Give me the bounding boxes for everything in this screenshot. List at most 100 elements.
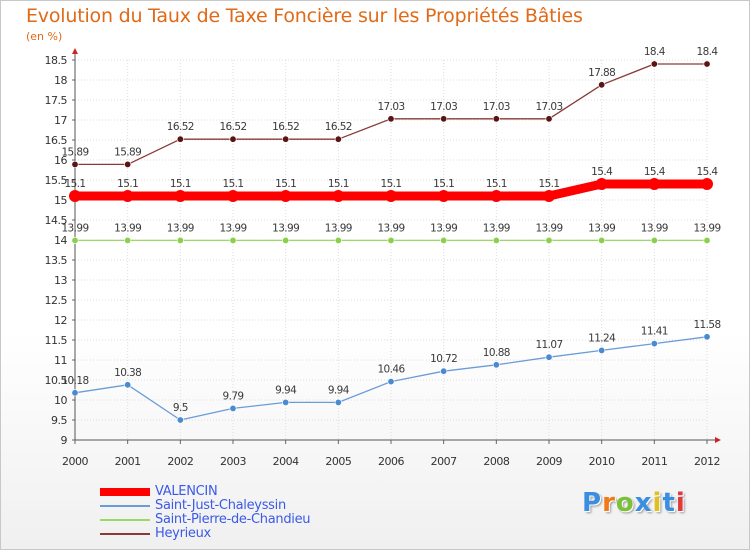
series-lines — [69, 60, 713, 424]
data-label: 15.1 — [486, 178, 507, 190]
data-point — [121, 190, 134, 202]
data-label: 13.99 — [272, 222, 299, 234]
logo-letter: i — [675, 488, 686, 518]
proxiti-logo: Proxiti — [582, 488, 686, 518]
data-label: 18.4 — [697, 46, 719, 58]
data-point — [282, 135, 290, 143]
data-point — [598, 346, 606, 354]
data-point — [124, 381, 132, 389]
data-point — [650, 340, 658, 348]
logo-letter: t — [662, 488, 676, 518]
data-point — [71, 236, 79, 244]
data-point — [545, 115, 553, 123]
data-label: 11.58 — [693, 319, 720, 331]
data-label: 11.41 — [641, 326, 668, 338]
data-point — [69, 190, 81, 202]
x-axis-arrow-icon — [715, 437, 721, 443]
data-point — [124, 160, 132, 168]
data-label: 13.99 — [167, 222, 194, 234]
data-point — [650, 60, 658, 68]
data-label: 17.88 — [588, 67, 615, 79]
y-tick-label: 16 — [54, 154, 67, 167]
legend-label: Saint-Pierre-de-Chandieu — [155, 512, 311, 527]
y-tick-label: 9.5 — [51, 414, 67, 427]
data-label: 17.03 — [535, 101, 562, 113]
y-tick-label: 13.5 — [45, 254, 68, 267]
logo-letter: x — [634, 488, 653, 518]
axes: 9 9.5 10 10.5 11 11.5 12 12.5 13 13.5 14 14.5 15 15.5… — [45, 48, 721, 468]
x-tick-label: 2002 — [167, 455, 193, 468]
data-label: 15.1 — [539, 178, 560, 190]
y-tick-label: 14.5 — [45, 214, 68, 227]
legend-swatch — [100, 505, 150, 507]
y-tick-label: 15 — [54, 194, 67, 207]
logo-letter: i — [652, 488, 663, 518]
data-label: 17.03 — [430, 101, 457, 113]
data-label: 15.1 — [275, 178, 296, 190]
data-label: 10.18 — [61, 375, 88, 387]
data-label: 15.4 — [591, 166, 613, 178]
data-point — [385, 190, 397, 202]
data-label: 15.1 — [223, 178, 244, 190]
data-label: 17.03 — [377, 101, 404, 113]
y-tick-label: 12 — [54, 314, 67, 327]
x-tick-label: 2011 — [641, 455, 667, 468]
data-label: 9.94 — [275, 384, 297, 396]
data-label: 13.99 — [219, 222, 246, 234]
data-label: 15.1 — [65, 178, 86, 190]
data-label: 15.89 — [61, 146, 88, 158]
data-point — [227, 190, 239, 202]
data-label: 18.4 — [644, 46, 666, 58]
data-label: 16.52 — [272, 121, 299, 133]
logo-letter: P — [582, 488, 603, 518]
x-tick-label: 2001 — [115, 455, 141, 468]
data-point — [492, 236, 500, 244]
data-point — [648, 178, 661, 190]
data-point — [490, 190, 503, 202]
y-tick-label: 11.5 — [45, 334, 68, 347]
data-point — [334, 135, 342, 143]
data-point — [71, 389, 79, 397]
data-label: 15.1 — [117, 178, 138, 190]
y-axis-unit-label: (en %) — [26, 30, 63, 43]
data-point — [598, 236, 606, 244]
data-point — [703, 333, 711, 341]
data-label: 16.52 — [167, 121, 194, 133]
y-tick-label: 11 — [54, 354, 67, 367]
legend-label: Saint-Just-Chaleyssin — [155, 498, 286, 513]
data-point — [71, 160, 79, 168]
x-tick-label: 2007 — [431, 455, 457, 468]
data-label: 13.99 — [377, 222, 404, 234]
data-label: 9.79 — [223, 390, 244, 402]
y-tick-label: 17 — [54, 114, 67, 127]
data-label: 10.72 — [430, 353, 457, 365]
data-label: 13.99 — [430, 222, 457, 234]
data-point — [543, 190, 555, 202]
y-tick-label: 12.5 — [45, 294, 68, 307]
y-tick-label: 14 — [54, 234, 67, 247]
data-point — [440, 236, 448, 244]
x-tick-label: 2003 — [220, 455, 246, 468]
chart-title: Evolution du Taux de Taxe Foncière sur l… — [26, 5, 583, 27]
data-label: 17.03 — [483, 101, 510, 113]
data-point — [650, 236, 658, 244]
data-point — [282, 236, 290, 244]
data-point — [282, 398, 290, 406]
legend-label: VALENCIN — [155, 484, 218, 499]
legend-swatch — [100, 488, 150, 496]
data-point — [703, 60, 711, 68]
data-point — [492, 115, 500, 123]
data-point — [176, 135, 184, 143]
data-label: 15.4 — [644, 166, 666, 178]
data-label: 15.89 — [114, 146, 141, 158]
data-point — [598, 81, 606, 89]
data-label: 15.1 — [170, 178, 191, 190]
data-point — [229, 404, 237, 412]
data-point — [229, 135, 237, 143]
data-label: 15.1 — [381, 178, 402, 190]
data-label: 13.99 — [483, 222, 510, 234]
data-label: 13.99 — [114, 222, 141, 234]
y-tick-label: 18.5 — [45, 54, 68, 67]
